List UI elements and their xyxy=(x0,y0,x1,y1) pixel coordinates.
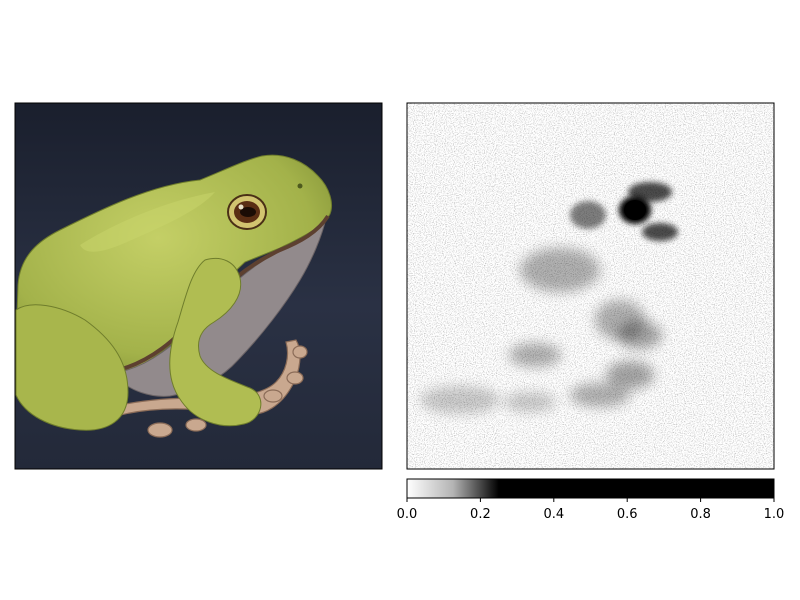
frog-pupil xyxy=(240,207,256,217)
hotspot-brow xyxy=(628,182,672,202)
hotspot-eye-core xyxy=(624,200,646,220)
hotspot-hind-leg xyxy=(570,383,630,407)
colorbar-tick-label: 0.6 xyxy=(617,507,638,522)
hotspot-left-of-eye xyxy=(570,201,606,229)
hotspot-mid-body xyxy=(520,248,600,292)
frog-nostril xyxy=(297,183,303,189)
colorbar-tick-label: 0.0 xyxy=(397,507,418,522)
frog-hind-leg xyxy=(15,304,129,431)
hotspot-foreleg xyxy=(606,361,654,389)
frog-back-highlight xyxy=(80,192,215,252)
hotspot-foreleg xyxy=(618,321,662,349)
colorbar-ticks: 0.0 0.2 0.4 0.6 0.8 1.0 xyxy=(397,498,785,522)
heatmap-speckle xyxy=(407,103,774,469)
frog-eye-highlight xyxy=(238,204,244,210)
colorbar-fill xyxy=(407,479,774,498)
colorbar-frame xyxy=(406,478,775,499)
colorbar-tick-label: 1.0 xyxy=(764,507,785,522)
frog-image-panel xyxy=(15,103,382,469)
colorbar-tick-label: 0.8 xyxy=(690,507,711,522)
heatmap-hotspots xyxy=(420,182,678,414)
colorbar-tick-label: 0.2 xyxy=(470,507,491,522)
saliency-heatmap-panel xyxy=(407,103,774,469)
frog-image-frame xyxy=(14,102,383,470)
frog-foreleg xyxy=(169,257,262,427)
hotspot-brow xyxy=(642,223,678,241)
hotspot-hind-leg xyxy=(509,343,561,367)
hotspot-lower-left xyxy=(420,386,500,414)
colorbar-tick-label: 0.4 xyxy=(543,507,564,522)
heatmap-frame xyxy=(406,102,775,470)
colorbar: 0.0 0.2 0.4 0.6 0.8 1.0 xyxy=(397,478,785,522)
hotspot-lower-left xyxy=(504,392,556,412)
